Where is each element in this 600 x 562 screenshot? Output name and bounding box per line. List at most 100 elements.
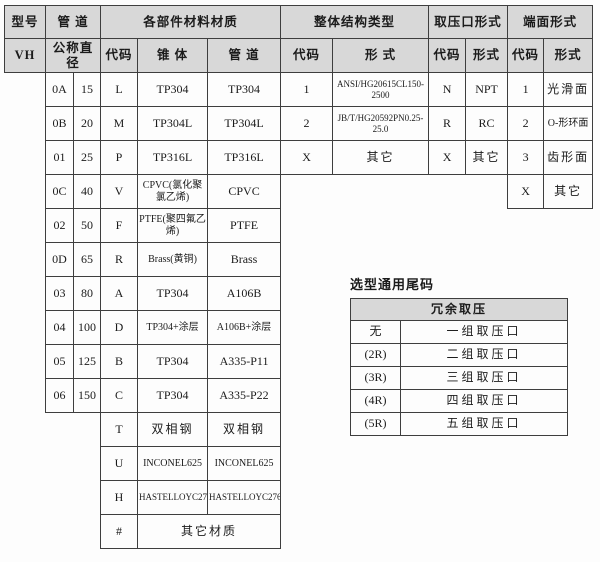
data-row: 01 25 P TP316L TP316L X 其它 X 其它 3 齿形面 [5,140,594,175]
tap-form-cell: RC [465,106,509,141]
face-form-cell: O-形环面 [543,106,594,141]
pipe-code-cell: 01 [45,140,74,175]
structure-code-cell: 2 [280,106,334,141]
empty-cell [74,413,101,447]
cone-material-cell: CPVC(氯化聚氯乙烯) [137,174,209,209]
empty-cell [429,175,466,209]
pipe-dn-cell: 40 [72,174,102,209]
empty-cell [74,515,101,549]
pipe-material-cell: INCONEL625 [207,446,282,481]
cone-material-cell: Brass(黄铜) [137,242,209,277]
suffix-row: (3R) 三组取压口 [350,366,569,390]
suffix-code-cell: 无 [350,320,401,344]
data-row: 0D 65 R Brass(黄铜) Brass [5,242,593,277]
header-row-2: VH 公称直径 代码 锥 体 管 道 代码 形 式 代码 形式 代码 形式 [4,38,594,73]
material-code-cell: M [100,106,139,141]
material-code-cell: R [100,242,139,277]
empty-cell [5,311,46,345]
subheader-form: 形式 [543,38,594,73]
pipe-dn-cell: 65 [72,242,102,277]
empty-cell [46,413,74,447]
pipe-dn-cell: 100 [72,310,102,345]
pipe-dn-cell: 15 [72,72,102,107]
structure-form-cell: ANSI/HG20615CL150-2500 [332,72,430,107]
pipe-material-cell: TP304 [207,72,282,107]
empty-cell [333,175,429,209]
pipe-code-cell: 0B [45,106,74,141]
subheader-code: 代码 [507,38,545,73]
subheader-form: 形式 [465,38,509,73]
pipe-material-cell: PTFE [207,208,282,243]
data-row: 0A 15 L TP304 TP304 1 ANSI/HG20615CL150-… [5,72,594,107]
structure-form-cell: 其它 [332,140,430,175]
suffix-code-cell: (2R) [350,343,401,367]
suffix-row: (2R) 二组取压口 [350,343,569,367]
pipe-dn-cell: 20 [72,106,102,141]
face-form-cell: 其它 [543,174,594,209]
data-row: 02 50 F PTFE(聚四氟乙烯) PTFE [5,208,593,243]
empty-cell [46,481,74,515]
data-row: 0B 20 M TP304L TP304L 2 JB/T/HG20592PN0.… [5,106,594,141]
empty-cell [5,345,46,379]
subheader-form: 形 式 [332,38,430,73]
subheader-code: 代码 [280,38,334,73]
suffix-row: (5R) 五组取压口 [350,412,569,436]
suffix-desc-cell: 三组取压口 [399,366,569,390]
data-row: 06 150 C TP304 A335-P22 [5,378,593,413]
face-form-cell: 光滑面 [543,72,594,107]
header-row-1: 型号 管 道 各部件材料材质 整体结构类型 取压口形式 端面形式 [4,5,594,39]
material-code-cell: P [100,140,139,175]
suffix-header: 冗余取压 [349,298,569,321]
material-code-cell: C [100,378,139,413]
tap-code-cell: N [428,72,467,107]
face-code-cell: 3 [507,140,545,175]
empty-cell [5,175,46,209]
pipe-dn-cell: 25 [72,140,102,175]
suffix-desc-cell: 五组取压口 [399,412,569,436]
empty-cell [74,481,101,515]
data-row: U INCONEL625 INCONEL625 [5,446,593,481]
cone-material-cell: TP316L [137,140,209,175]
pipe-code-cell: 0A [45,72,74,107]
pipe-code-cell: 03 [45,276,74,311]
empty-cell [5,209,46,243]
suffix-desc-cell: 四组取压口 [399,389,569,413]
empty-cell [5,413,46,447]
suffix-row: (4R) 四组取压口 [350,389,569,413]
material-code-cell: # [100,514,139,549]
empty-cell [5,277,46,311]
material-code-cell: F [100,208,139,243]
pipe-code-cell: 0D [45,242,74,277]
empty-cell [466,175,508,209]
pipe-dn-cell: 80 [72,276,102,311]
other-material-cell: 其它材质 [137,514,282,549]
pipe-code-cell: 06 [45,378,74,413]
pipe-material-cell: TP316L [207,140,282,175]
data-row: 05 125 B TP304 A335-P11 [5,344,593,379]
data-row: # 其它材质 [5,514,593,549]
header-model: 型号 [4,5,46,39]
face-code-cell: X [507,174,545,209]
header-face: 端面形式 [507,5,594,39]
tap-code-cell: X [428,140,467,175]
pipe-material-cell: 双相钢 [207,412,282,447]
pipe-material-cell: A335-P11 [207,344,282,379]
tap-form-cell: 其它 [465,140,509,175]
cone-material-cell: TP304+涂层 [137,310,209,345]
structure-form-cell: JB/T/HG20592PN0.25-25.0 [332,106,430,141]
face-code-cell: 2 [507,106,545,141]
cone-material-cell: HASTELLOYC276 [137,480,209,515]
empty-cell [46,515,74,549]
material-code-cell: T [100,412,139,447]
face-form-cell: 齿形面 [543,140,594,175]
material-code-cell: A [100,276,139,311]
subheader-cone: 锥 体 [137,38,209,73]
data-row: 04 100 D TP304+涂层 A106B+涂层 [5,310,593,345]
cone-material-cell: INCONEL625 [137,446,209,481]
empty-cell [5,107,46,141]
empty-cell [5,243,46,277]
material-code-cell: D [100,310,139,345]
empty-cell [5,515,46,549]
data-row: H HASTELLOYC276 HASTELLOYC276 [5,480,593,515]
